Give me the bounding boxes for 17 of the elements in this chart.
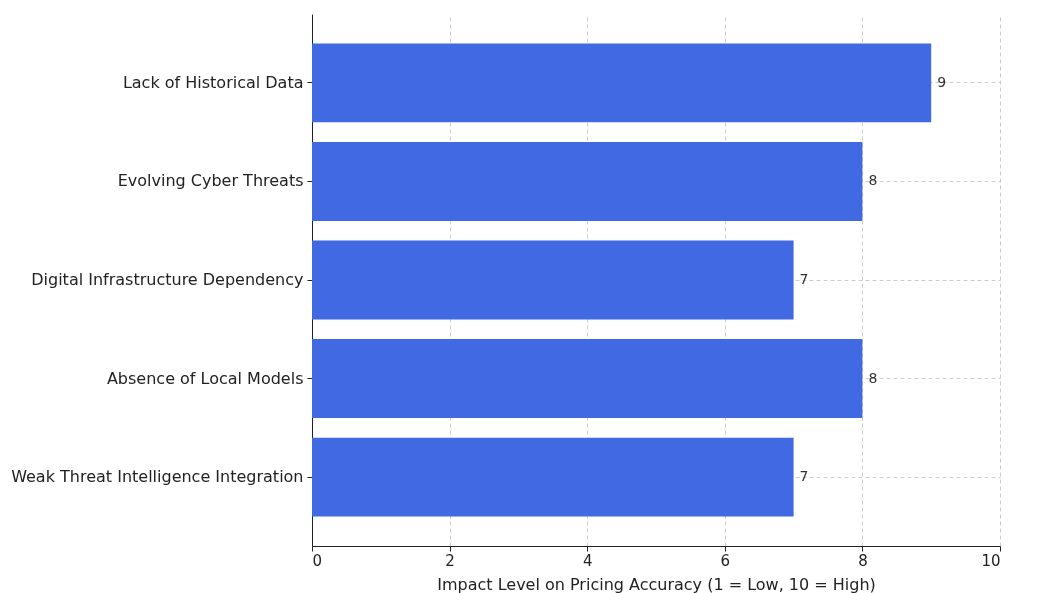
y-tick-label: Digital Infrastructure Dependency xyxy=(31,270,304,289)
data-label: 7 xyxy=(799,271,809,287)
y-tick-label: Absence of Local Models xyxy=(106,368,304,388)
data-label: 9 xyxy=(937,73,947,90)
x-tick-label: 6 xyxy=(720,551,731,570)
y-tick-label: Weak Threat Intelligence Integration xyxy=(11,467,304,487)
y-tick-label: Lack of Historical Data xyxy=(122,72,304,92)
x-tick-label: 8 xyxy=(858,551,868,570)
data-label: 7 xyxy=(799,468,809,485)
x-axis-title: Impact Level on Pricing Accuracy (1 = Low, 10 = High) xyxy=(437,574,876,593)
x-tick-label: 2 xyxy=(445,551,455,570)
data-label: 8 xyxy=(868,369,878,386)
x-tick-label: 0 xyxy=(312,551,323,570)
data-label: 8 xyxy=(868,172,878,189)
x-tick-label: 4 xyxy=(582,551,593,570)
y-tick-label: Evolving Cyber Threats xyxy=(117,171,304,191)
x-tick-label: 10 xyxy=(981,551,1001,570)
